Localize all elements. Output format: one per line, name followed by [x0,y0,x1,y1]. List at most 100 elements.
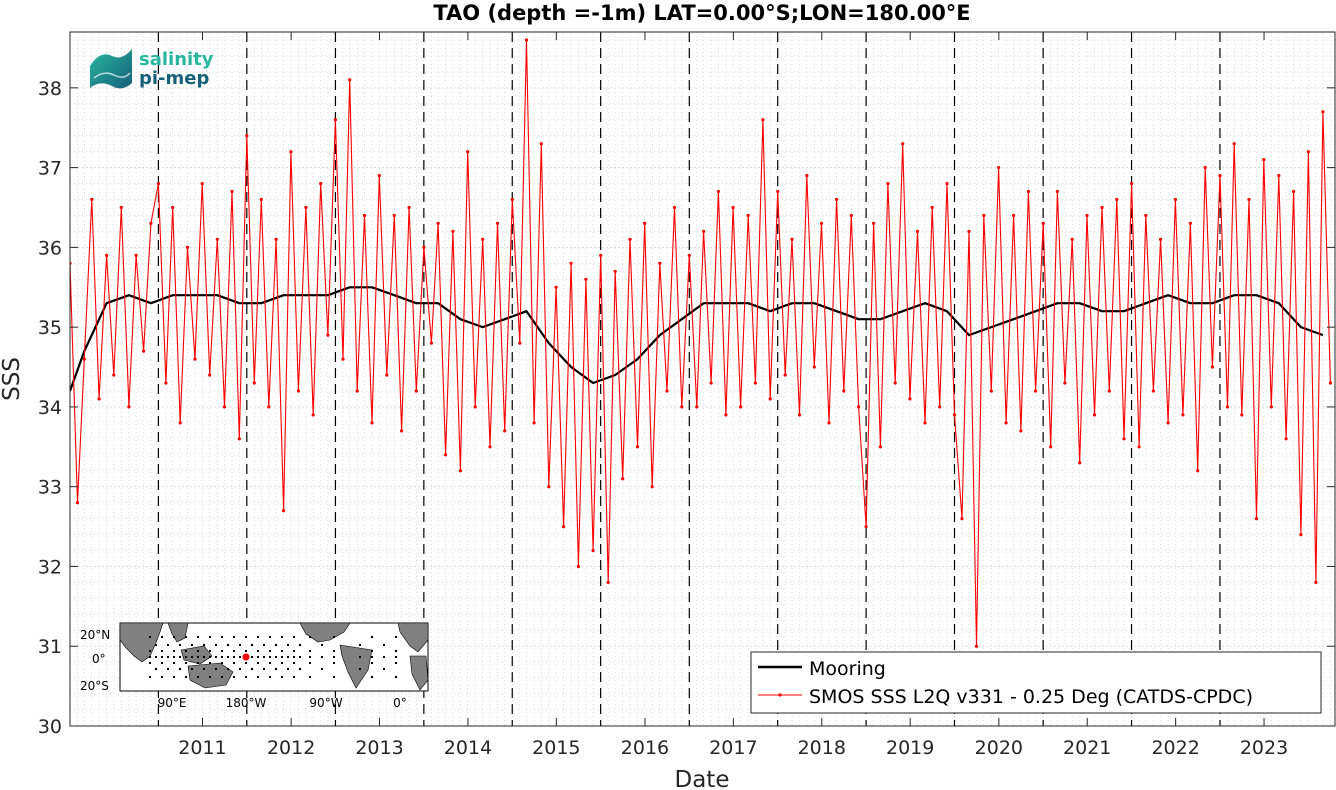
smos-data-point [716,189,721,194]
smos-data-point [1232,142,1236,146]
smos-data-point [599,253,603,257]
buoy-marker [263,668,265,670]
smos-data-point [569,261,573,265]
chart-title: TAO (depth =-1m) LAT=0.00°S;LON=180.00°E [433,1,970,25]
buoy-marker [309,656,311,658]
smos-data-point [296,389,300,393]
buoy-marker [233,676,235,678]
x-tick-labels: 2011 2012 2013 2014 2015 2016 2017 2018 2019 2020… [178,737,1288,759]
smos-data-point [857,405,861,409]
smos-data-point [1085,213,1089,218]
y-tick-label: 33 [38,477,62,499]
buoy-marker [309,662,311,664]
y-tick-label: 34 [38,397,62,419]
smos-data-point [835,197,839,202]
buoy-marker [185,636,187,638]
x-tick-label: 2019 [886,737,934,759]
smos-data-point [1196,469,1200,473]
smos-data-point [1159,237,1163,241]
smos-data-point [739,405,743,409]
inset-lon-90e: 90°E [158,696,187,710]
smos-data-point [208,373,212,377]
buoy-marker [371,656,373,658]
salinity-pimep-logo: salinity pi-mep [90,49,214,89]
buoy-marker [371,662,373,664]
buoy-marker [149,650,151,652]
x-tick-label: 2011 [178,737,226,759]
buoy-marker [233,636,235,638]
buoy-marker [221,650,223,652]
smos-data-point [1070,237,1074,241]
smos-data-point [215,237,219,241]
y-axis-label: SSS [0,357,25,401]
buoy-marker [209,650,211,652]
buoy-marker [359,644,361,646]
smos-data-point [547,485,551,489]
inset-map-land [119,622,429,691]
buoy-marker [185,656,187,658]
inset-lon-180w: 180°W [226,696,267,710]
buoy-marker [197,650,199,652]
x-tick-label: 2013 [355,737,403,759]
smos-data-point [481,237,485,241]
smos-data-point [1262,158,1266,162]
buoy-marker [395,650,397,652]
smos-data-point [628,237,632,241]
smos-data-point [105,253,109,257]
smos-data-point [945,182,949,186]
buoy-marker [185,662,187,664]
smos-data-point [326,333,330,337]
buoy-marker [333,636,335,638]
inset-map-selected-site [242,653,250,661]
buoy-marker [293,650,295,652]
buoy-marker [269,636,271,638]
buoy-marker [309,650,311,652]
smos-data-point [414,389,418,393]
smos-data-point [193,357,197,361]
smos-data-point [267,405,271,409]
smos-data-point [974,644,979,648]
buoy-marker [191,668,193,670]
logo-text-line1: salinity [139,49,214,70]
smos-data-point [289,150,293,154]
buoy-marker [281,676,283,678]
x-tick-label: 2022 [1151,737,1199,759]
year-dividers [157,32,1221,726]
smos-data-point [997,166,1001,170]
smos-data-point [724,413,728,417]
smos-data-point [1240,413,1244,417]
smos-data-point [1269,405,1273,409]
smos-data-point [1181,413,1185,417]
smos-data-point [952,413,957,417]
buoy-marker [167,668,169,670]
smos-data-point [554,285,558,289]
smos-data-point [518,341,522,345]
smos-data-point [259,197,263,202]
smos-data-point [562,525,566,529]
smos-data-point [1218,174,1222,178]
smos-data-point [1130,182,1134,186]
buoy-marker [299,668,301,670]
smos-data-point [370,421,374,425]
smos-data-point [90,197,94,202]
smos-data-point [341,357,345,361]
inset-lon-0: 0° [393,696,407,710]
buoy-marker [257,676,259,678]
buoy-marker [161,636,163,638]
smos-data-point [1092,413,1097,417]
buoy-marker [395,662,397,664]
smos-data-point [377,174,381,178]
y-tick-label: 31 [38,636,62,658]
smos-data-point [783,373,787,377]
smos-data-point [532,421,536,425]
smos-data-point [576,564,581,569]
smos-data-point [1254,517,1259,521]
buoy-marker [257,650,259,652]
smos-data-point [635,445,640,449]
smos-data-point [82,357,86,361]
smos-data-point [75,501,80,505]
smos-data-point [797,413,802,417]
buoy-marker [203,644,205,646]
smos-data-point [392,213,396,218]
